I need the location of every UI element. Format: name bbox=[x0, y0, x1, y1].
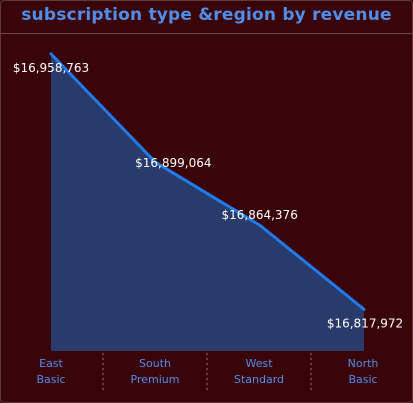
x-tick-label: Basic bbox=[36, 373, 65, 386]
data-label: $16,817,972 bbox=[327, 316, 403, 330]
chart-title: subscription type &region by revenue bbox=[21, 5, 392, 25]
x-tick-label: Standard bbox=[234, 373, 284, 386]
title-divider bbox=[1, 33, 412, 34]
x-tick-label: Premium bbox=[131, 373, 180, 386]
x-tick-label: South bbox=[139, 357, 171, 370]
x-tick-label: East bbox=[39, 357, 63, 370]
data-label: $16,864,376 bbox=[221, 208, 297, 222]
data-label: $16,899,064 bbox=[135, 156, 211, 170]
x-tick-label: Basic bbox=[348, 373, 377, 386]
x-tick-label: North bbox=[348, 357, 379, 370]
x-tick-label: West bbox=[245, 357, 273, 370]
area-fill bbox=[51, 53, 364, 352]
data-label: $16,958,763 bbox=[13, 61, 89, 75]
series-line bbox=[49, 52, 366, 311]
